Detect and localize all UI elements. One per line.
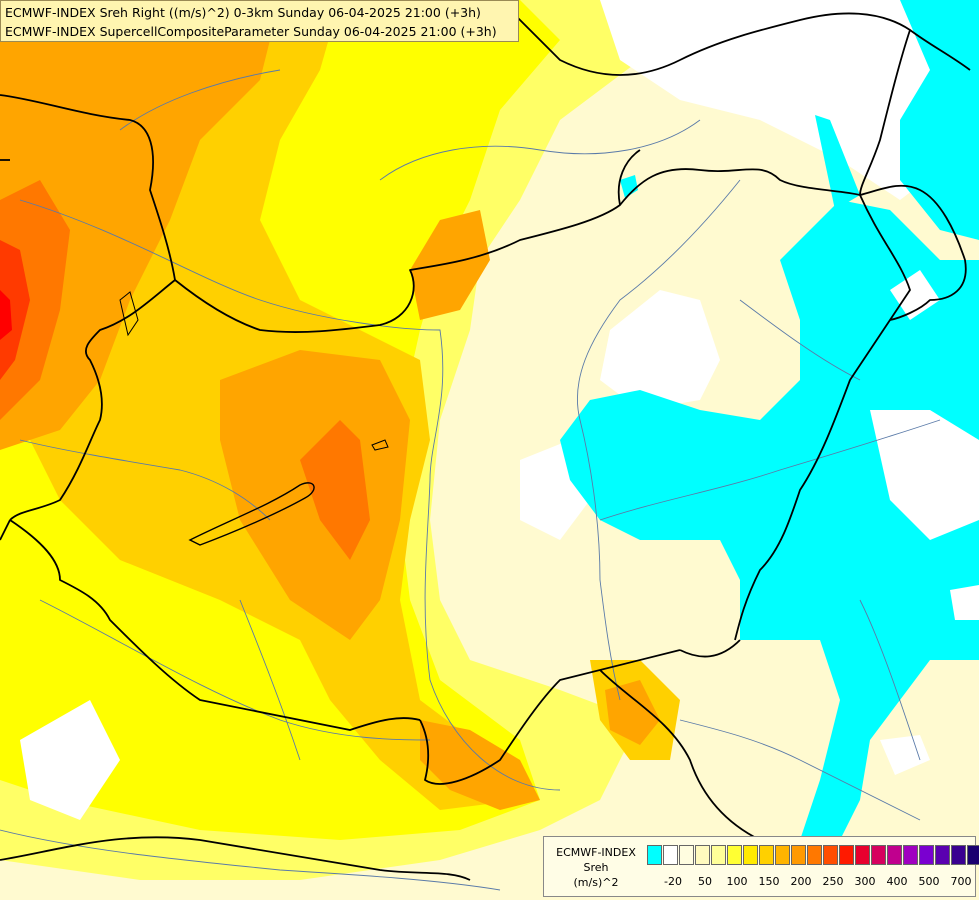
- title-line-1: ECMWF-INDEX Sreh Right ((m/s)^2) 0-3km S…: [5, 5, 481, 20]
- legend-swatch: [743, 845, 758, 865]
- field-white-in-cyan2: [880, 735, 930, 775]
- legend-swatch: [823, 845, 838, 865]
- legend-tick-label: 250: [822, 875, 844, 888]
- legend-swatch: [775, 845, 790, 865]
- border-rs-south: [599, 669, 761, 841]
- field-white-in-cyan3: [950, 585, 979, 620]
- legend-swatch: [759, 845, 774, 865]
- lake-small1: [371, 439, 389, 451]
- lake-balaton: [188, 482, 315, 546]
- border-ua-ro: [859, 184, 967, 321]
- legend-tick-label: 50: [698, 875, 712, 888]
- legend-swatch: [871, 845, 886, 865]
- field-orange-west: [0, 0, 280, 450]
- border-ua-hu: [617, 149, 641, 206]
- river-olt: [859, 599, 921, 761]
- legend-swatch: [711, 845, 726, 865]
- field-darkorange-central: [300, 420, 370, 560]
- field-white-in-cyan4: [890, 270, 940, 320]
- field-red-core: [0, 290, 12, 340]
- legend-swatch: [903, 845, 918, 865]
- border-hu-rs: [419, 649, 681, 785]
- legend-param: Sreh: [583, 861, 609, 874]
- legend-swatch: [647, 845, 662, 865]
- border-hu-ro: [734, 194, 911, 641]
- river-tisza: [576, 179, 741, 701]
- legend-swatches: [647, 845, 979, 865]
- field-white-in-cyan1: [870, 410, 979, 540]
- title-box: ECMWF-INDEX Sreh Right ((m/s)^2) 0-3km S…: [0, 0, 519, 42]
- legend-tick-label: 400: [886, 875, 908, 888]
- legend-swatch: [727, 845, 742, 865]
- legend-unit: (m/s)^2: [573, 876, 619, 889]
- river-se: [679, 719, 921, 821]
- field-white-northeast: [600, 0, 979, 200]
- river-drava: [39, 599, 431, 741]
- lake-neusiedl: [119, 291, 139, 337]
- border-east-moldova: [909, 29, 971, 71]
- border-at-sk-cz: [0, 94, 176, 281]
- border-sk-hu: [174, 168, 861, 333]
- river-east: [739, 299, 861, 381]
- border-ro-rs: [679, 639, 741, 658]
- field-cyan-small: [620, 175, 638, 198]
- country-borders: [0, 0, 971, 881]
- legend-swatch: [695, 845, 710, 865]
- legend-swatch: [855, 845, 870, 865]
- river-mures: [599, 419, 941, 521]
- border-at-hu: [9, 279, 176, 521]
- border-hr-ba: [0, 836, 471, 881]
- legend-swatch: [663, 845, 678, 865]
- border-hr-si: [0, 519, 11, 541]
- legend-tick-label: 300: [854, 875, 876, 888]
- river-sw: [239, 599, 301, 761]
- legend-tick-label: 200: [790, 875, 812, 888]
- legend-swatch: [839, 845, 854, 865]
- field-cyan-east: [560, 200, 979, 840]
- legend-swatch: [791, 845, 806, 865]
- legend-ticks: -20 50 100 150 200 250 300 400 500 700: [647, 875, 977, 891]
- field-darkorange-west: [0, 180, 70, 420]
- legend-tick-label: 100: [726, 875, 748, 888]
- field-white-southwest: [20, 700, 120, 820]
- river-north2: [119, 69, 281, 131]
- field-red-west: [0, 240, 30, 380]
- legend-title: ECMWF-INDEX Sreh (m/s)^2: [548, 845, 644, 890]
- legend-model: ECMWF-INDEX: [556, 846, 636, 859]
- legend-tick-label: -20: [664, 875, 682, 888]
- river-north1: [379, 119, 701, 181]
- legend-swatch: [951, 845, 966, 865]
- river-danube: [19, 199, 561, 791]
- field-white-east1: [600, 290, 720, 410]
- legend-swatch: [679, 845, 694, 865]
- legend-swatch: [887, 845, 902, 865]
- legend-swatch: [919, 845, 934, 865]
- legend-tick-label: 150: [758, 875, 780, 888]
- legend-swatch: [807, 845, 822, 865]
- field-cyan-northeast: [900, 0, 979, 240]
- legend-tick-label: 700: [950, 875, 972, 888]
- field-orange-southeast: [420, 720, 540, 810]
- color-legend: ECMWF-INDEX Sreh (m/s)^2 -20 50 100 150 200 2…: [543, 836, 979, 897]
- border-hu-hr: [9, 519, 421, 731]
- legend-tick-label: 500: [918, 875, 940, 888]
- field-orange-north: [410, 210, 490, 320]
- border-north-top: [499, 0, 911, 196]
- river-west: [19, 439, 271, 521]
- legend-swatch: [967, 845, 979, 865]
- legend-swatch: [935, 845, 950, 865]
- title-line-2: ECMWF-INDEX SupercellCompositeParameter …: [5, 24, 497, 39]
- field-cyan-strip: [815, 115, 860, 210]
